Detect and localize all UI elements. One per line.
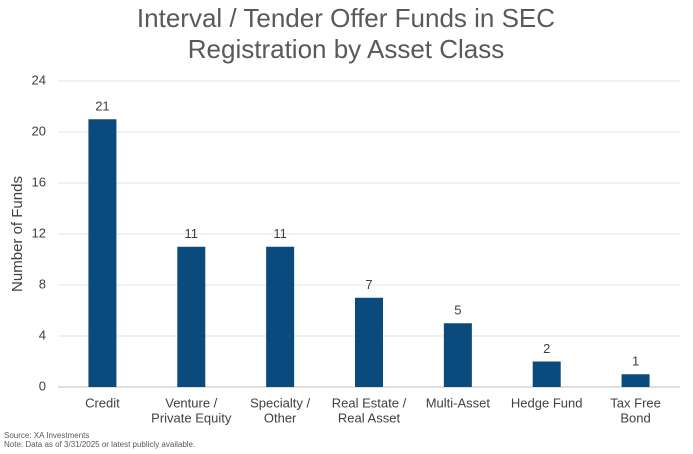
y-tick-label: 8 (39, 276, 46, 291)
y-tick-label: 0 (39, 378, 46, 393)
chart-title: Interval / Tender Offer Funds in SEC (137, 3, 555, 33)
y-tick-label: 20 (32, 123, 46, 138)
x-tick-label: Real Estate / (332, 395, 407, 410)
y-tick-label: 12 (32, 225, 46, 240)
x-tick-label: Specialty / (250, 395, 310, 410)
x-tick-label: Credit (85, 395, 120, 410)
bar (621, 374, 650, 387)
y-axis-title: Number of Funds (9, 176, 26, 292)
value-label: 21 (95, 99, 109, 114)
x-tick-label: Tax Free (610, 395, 661, 410)
y-tick-label: 16 (32, 174, 46, 189)
bar (266, 246, 295, 387)
x-tick-label: Hedge Fund (511, 395, 583, 410)
y-tick-label: 4 (39, 327, 46, 342)
bar (443, 323, 472, 387)
value-label: 5 (454, 303, 461, 318)
x-tick-label: Private Equity (151, 410, 232, 425)
value-label: 11 (185, 226, 199, 241)
bar (88, 119, 117, 387)
bar (355, 297, 383, 387)
x-tick-label: Multi-Asset (426, 395, 491, 410)
note: Note: Data as of 3/31/2025 or latest pub… (4, 440, 195, 449)
value-label: 1 (632, 354, 639, 369)
bar (532, 361, 561, 387)
chart-title: Registration by Asset Class (188, 34, 504, 64)
y-tick-label: 24 (32, 72, 46, 87)
bar (177, 246, 206, 387)
x-tick-label: Other (264, 410, 297, 425)
source: Source: XA Investments (4, 431, 89, 440)
value-label: 2 (543, 341, 550, 356)
x-tick-label: Venture / (165, 395, 217, 410)
x-tick-label: Real Asset (338, 410, 401, 425)
value-label: 11 (273, 226, 287, 241)
value-label: 7 (365, 277, 372, 292)
x-tick-label: Bond (620, 410, 650, 425)
